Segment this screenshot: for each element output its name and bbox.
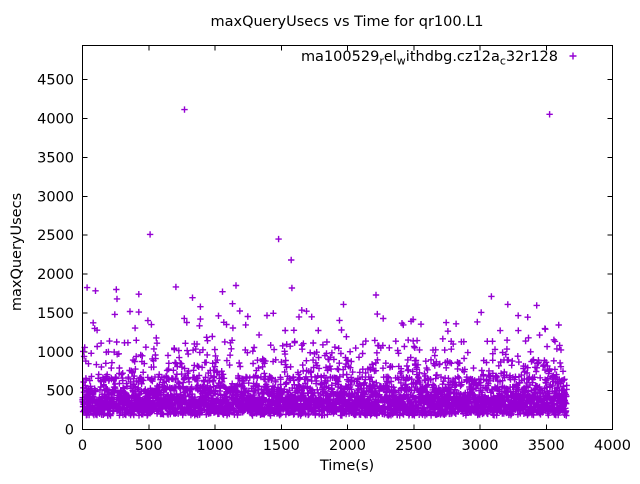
x-axis-ticks: 0 500 1000 1500 2000 2500 3000 3500 4000 bbox=[78, 45, 631, 454]
x-tick-label: 4000 bbox=[594, 438, 631, 454]
x-tick-label: 500 bbox=[135, 438, 163, 454]
x-tick-label: 0 bbox=[78, 438, 87, 454]
y-tick-label: 1000 bbox=[37, 345, 74, 361]
legend-plus-marker-icon bbox=[569, 52, 577, 60]
y-tick-label: 4000 bbox=[37, 112, 74, 128]
y-tick-label: 3500 bbox=[37, 150, 74, 166]
y-tick-label: 1500 bbox=[37, 306, 74, 322]
legend: ma100529relwithdbg.cz12ac32r128 bbox=[301, 49, 577, 68]
x-tick-label: 1500 bbox=[263, 438, 300, 454]
series-points-path bbox=[79, 106, 570, 419]
y-tick-label: 500 bbox=[46, 384, 74, 400]
scatter-points bbox=[79, 106, 570, 419]
x-tick-label: 3000 bbox=[462, 438, 499, 454]
plot-frame bbox=[82, 45, 613, 430]
y-tick-label: 0 bbox=[65, 423, 74, 439]
y-tick-label: 2500 bbox=[37, 228, 74, 244]
chart-title: maxQueryUsecs vs Time for qr100.L1 bbox=[210, 14, 483, 30]
y-axis-ticks: 0 500 1000 1500 2000 2500 3000 3500 4000 4500 bbox=[37, 73, 613, 439]
x-tick-label: 2000 bbox=[329, 438, 366, 454]
y-tick-label: 4500 bbox=[37, 73, 74, 89]
x-tick-label: 1000 bbox=[197, 438, 234, 454]
x-tick-label: 3500 bbox=[528, 438, 565, 454]
legend-label: ma100529relwithdbg.cz12ac32r128 bbox=[301, 49, 558, 68]
y-tick-label: 3000 bbox=[37, 189, 74, 205]
x-tick-label: 2500 bbox=[395, 438, 432, 454]
x-axis-label: Time(s) bbox=[319, 458, 374, 474]
y-tick-label: 2000 bbox=[37, 267, 74, 283]
y-axis-label: maxQueryUsecs bbox=[9, 193, 25, 311]
